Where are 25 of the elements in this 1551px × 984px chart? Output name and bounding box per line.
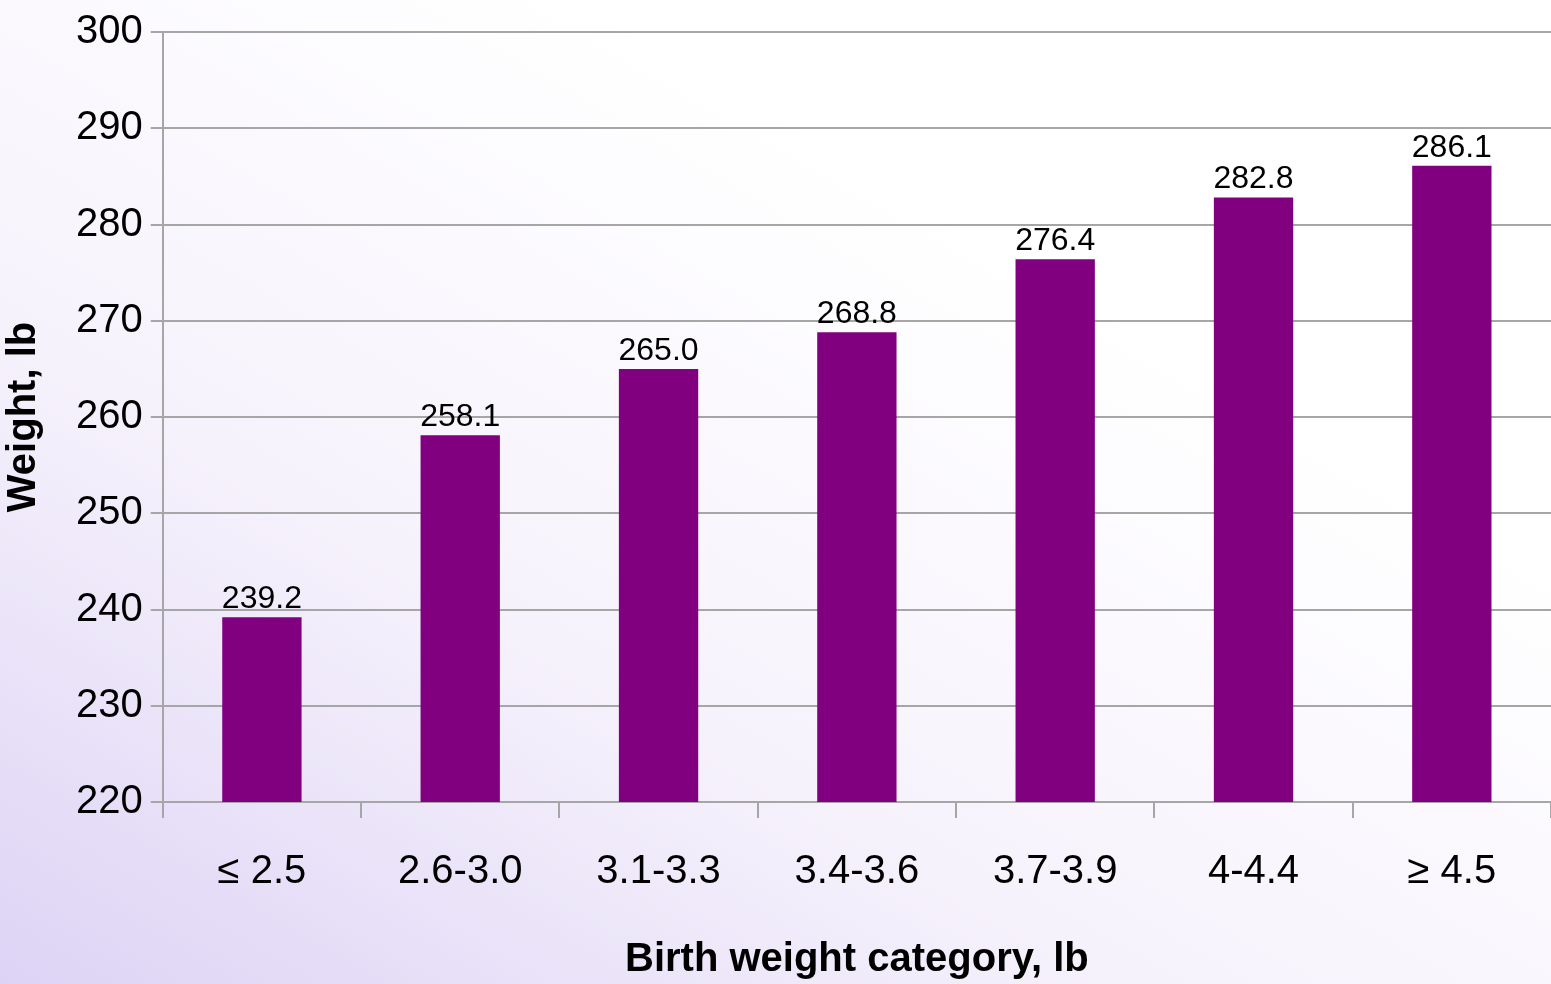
x-tick-label: 3.1-3.3 [596, 847, 721, 892]
x-axis-title: Birth weight category, lb [624, 935, 1089, 980]
y-tick-label: 240 [75, 584, 143, 629]
x-tick-label: 3.4-3.6 [794, 847, 920, 892]
data-label: 258.1 [420, 397, 501, 434]
y-tick-label: 260 [75, 392, 143, 437]
y-tick-label: 250 [75, 488, 143, 533]
data-label: 239.2 [221, 579, 302, 616]
x-tick-label: ≤ 2.5 [217, 847, 307, 892]
data-label: 282.8 [1213, 159, 1294, 196]
data-label: 286.1 [1411, 127, 1492, 164]
y-tick-label: 290 [75, 103, 143, 148]
x-tick-label: 4-4.4 [1207, 847, 1300, 892]
x-tick-label: 3.7-3.9 [992, 847, 1118, 892]
y-tick-label: 220 [75, 777, 143, 822]
data-label: 268.8 [816, 294, 897, 331]
y-tick-label: 280 [75, 199, 143, 244]
y-tick-label: 230 [75, 680, 143, 725]
x-tick-label: 2.6-3.0 [397, 847, 523, 892]
x-tick-label: ≥ 4.5 [1407, 847, 1497, 892]
y-tick-label: 300 [75, 7, 143, 52]
data-label: 276.4 [1015, 220, 1096, 257]
data-label: 265.0 [618, 330, 699, 367]
y-axis-title: Weight, lb [0, 321, 44, 513]
y-tick-label: 270 [75, 295, 143, 340]
